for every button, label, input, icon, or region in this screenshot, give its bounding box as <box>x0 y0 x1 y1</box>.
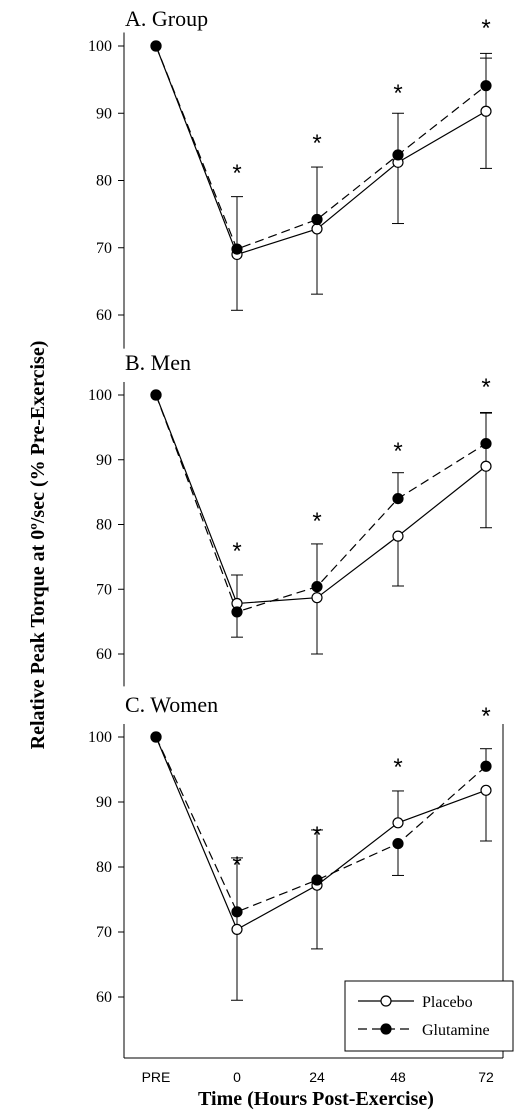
data-point-glutamine <box>231 606 243 618</box>
y-tick-label: 90 <box>96 452 112 469</box>
significance-marker: * <box>312 822 321 849</box>
panel-2: C. Women 60 70 80 90 100 * * * * PRE 0 24 48 72 <box>88 692 504 1085</box>
significance-marker: * <box>312 130 321 157</box>
y-tick-label: 60 <box>96 646 112 663</box>
legend: Placebo Glutamine <box>344 980 514 1052</box>
data-point-glutamine <box>480 437 492 450</box>
data-point-placebo <box>311 223 323 235</box>
panel-title: B. Men <box>125 350 191 375</box>
data-point-glutamine <box>150 389 162 401</box>
panel-title: A. Group <box>125 6 208 31</box>
panel-1: B. Men 60 70 80 90 100 * * * * <box>88 350 492 687</box>
y-tick-label: 60 <box>96 307 112 324</box>
data-point-glutamine <box>150 731 162 743</box>
data-point-placebo <box>311 592 323 604</box>
data-point-glutamine <box>231 243 243 255</box>
data-point-placebo <box>480 460 492 472</box>
data-point-glutamine <box>480 80 492 92</box>
significance-marker: * <box>393 754 402 781</box>
significance-marker: * <box>481 703 490 730</box>
data-point-glutamine <box>311 874 323 886</box>
data-point-glutamine <box>150 40 162 52</box>
data-point-glutamine <box>480 760 492 772</box>
y-tick-label: 90 <box>96 105 112 122</box>
legend-placebo-label: Placebo <box>422 994 473 1011</box>
y-tick-label: 70 <box>96 924 112 941</box>
y-tick-label: 80 <box>96 859 112 876</box>
data-point-glutamine <box>392 493 404 505</box>
significance-marker: * <box>393 80 402 107</box>
significance-marker: * <box>232 538 241 565</box>
x-tick-label: 48 <box>390 1069 406 1085</box>
panel-0: A. Group 60 70 80 90 100 * * * * <box>88 6 492 349</box>
data-point-placebo <box>480 105 492 117</box>
data-point-placebo <box>480 784 492 796</box>
significance-marker: * <box>312 508 321 535</box>
series-line-placebo <box>155 394 487 605</box>
panel-title: C. Women <box>125 692 218 717</box>
series-line-glutamine <box>155 45 487 250</box>
significance-marker: * <box>481 15 490 42</box>
x-axis-title: Time (Hours Post-Exercise) <box>198 1088 434 1110</box>
data-point-glutamine <box>231 906 243 918</box>
y-tick-label: 100 <box>88 729 112 746</box>
series-line-glutamine <box>155 736 487 913</box>
x-tick-label: 72 <box>478 1069 494 1085</box>
y-tick-label: 70 <box>96 240 112 257</box>
y-tick-label: 90 <box>96 794 112 811</box>
data-point-glutamine <box>311 581 323 593</box>
data-point-glutamine <box>392 837 404 850</box>
y-tick-label: 100 <box>88 387 112 404</box>
series-line-glutamine <box>155 394 487 613</box>
x-tick-label: 0 <box>233 1069 241 1085</box>
data-point-glutamine <box>392 149 404 161</box>
legend-box <box>344 980 514 1052</box>
data-point-glutamine <box>311 213 323 226</box>
significance-marker: * <box>393 438 402 465</box>
legend-glutamine-label: Glutamine <box>422 1022 490 1039</box>
x-tick-label: PRE <box>142 1069 171 1085</box>
y-tick-label: 70 <box>96 581 112 598</box>
y-tick-label: 80 <box>96 173 112 190</box>
data-point-placebo <box>392 817 404 829</box>
legend-glutamine-marker <box>380 1023 392 1035</box>
data-point-placebo <box>392 530 404 542</box>
x-tick-label: 24 <box>309 1069 325 1085</box>
significance-marker: * <box>481 374 490 401</box>
legend-placebo-marker <box>380 995 392 1007</box>
y-tick-label: 60 <box>96 989 112 1006</box>
y-tick-label: 100 <box>88 38 112 55</box>
y-tick-label: 80 <box>96 517 112 534</box>
data-point-placebo <box>231 923 243 936</box>
significance-marker: * <box>232 852 241 879</box>
significance-marker: * <box>232 160 241 187</box>
y-axis-title: Relative Peak Torque at 0º/sec (% Pre-Ex… <box>27 341 49 750</box>
